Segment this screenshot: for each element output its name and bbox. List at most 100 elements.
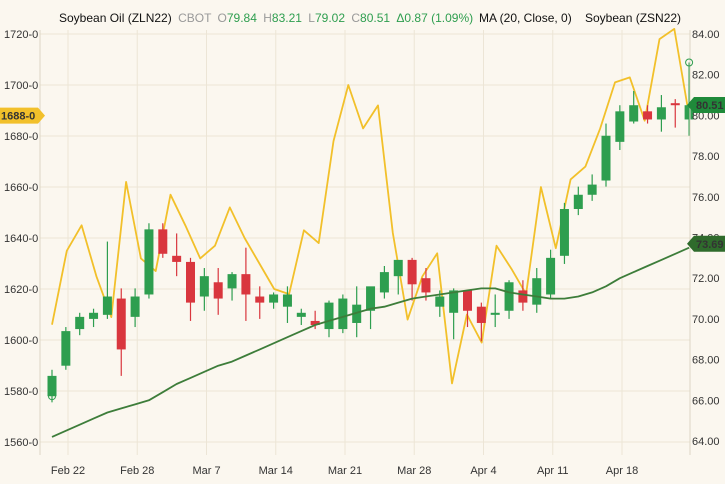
x-tick-label: Feb 28: [120, 465, 154, 477]
compare-series: [51, 27, 690, 385]
candle: [241, 247, 251, 321]
svg-text:80.51: 80.51: [696, 100, 724, 112]
candle: [186, 257, 195, 321]
candle: [532, 268, 542, 313]
candle-body: [47, 375, 57, 397]
left-tick-label: 1600-0: [4, 335, 38, 347]
candle: [559, 202, 569, 264]
candle-body: [352, 304, 362, 323]
candle-body: [186, 261, 195, 303]
price-badge: 80.51: [687, 97, 725, 114]
candle-body: [144, 229, 154, 295]
candle: [518, 280, 528, 311]
candle-body: [393, 259, 403, 277]
right-tick-label: 66.00: [692, 395, 720, 407]
candle-body: [75, 316, 85, 330]
candle: [670, 99, 680, 128]
legend-symbol: Soybean Oil (ZLN22): [59, 11, 172, 25]
candle: [504, 280, 514, 319]
start-marker: [48, 392, 56, 401]
right-tick-label: 76.00: [692, 192, 720, 204]
right-tick-label: 72.00: [692, 273, 720, 285]
candle: [199, 268, 209, 311]
candle-body: [227, 274, 237, 289]
candles: [47, 62, 694, 403]
candle: [310, 310, 320, 330]
x-tick-label: Apr 4: [470, 465, 496, 477]
candle-body: [629, 105, 639, 122]
candle: [463, 290, 472, 328]
candle-body: [532, 278, 542, 305]
legend-o-label: O: [218, 11, 227, 25]
candle: [393, 259, 403, 295]
left-tick-label: 1580-0: [4, 386, 38, 398]
candle-body: [366, 286, 376, 311]
ma-line: [51, 246, 690, 438]
candle: [213, 268, 223, 315]
candle: [684, 62, 694, 136]
candle-body: [643, 111, 653, 120]
compare-badge: 1688-0: [0, 107, 45, 124]
candle-body: [130, 296, 140, 317]
candle-body: [213, 282, 223, 299]
candle-body: [421, 278, 431, 293]
candle-body: [435, 296, 445, 307]
grid: [40, 30, 690, 455]
candle-body: [338, 298, 348, 330]
candle-body: [476, 306, 486, 323]
candle: [296, 308, 306, 326]
candle: [75, 312, 85, 336]
x-tick-label: Apr 18: [606, 465, 638, 477]
candle-body: [463, 290, 472, 311]
candle-body: [241, 274, 251, 295]
candle: [61, 327, 71, 370]
candle: [573, 186, 583, 216]
x-tick-label: Mar 28: [397, 465, 431, 477]
right-tick-label: 64.00: [692, 436, 720, 448]
candle: [490, 294, 500, 328]
candle-body: [199, 276, 209, 297]
badges: 80.51 73.69 1688-0: [0, 58, 725, 401]
candle: [656, 95, 666, 132]
right-tick-label: 78.00: [692, 151, 720, 163]
candle: [158, 223, 168, 258]
candle-body: [116, 298, 126, 350]
legend-h-value: 83.21: [272, 11, 302, 25]
candle-body: [310, 320, 320, 326]
candle: [546, 249, 556, 299]
candle-body: [324, 302, 334, 330]
svg-text:73.69: 73.69: [696, 239, 724, 251]
candle-body: [158, 229, 168, 254]
candle-body: [407, 259, 417, 285]
candle: [47, 369, 57, 403]
candle: [449, 288, 459, 340]
left-tick-label: 1560-0: [4, 437, 38, 449]
x-tick-label: Apr 11: [537, 465, 569, 477]
candle: [352, 286, 362, 338]
legend-o-value: 79.84: [227, 11, 257, 25]
left-tick-label: 1640-0: [4, 233, 38, 245]
legend-exchange: CBOT: [178, 11, 212, 25]
candle: [366, 286, 376, 330]
candle-body: [573, 194, 583, 210]
candle: [282, 286, 292, 323]
legend-c-label: C: [351, 11, 360, 25]
legend-c-value: 80.51: [360, 11, 390, 25]
svg-text:Soybean Oil (ZLN22) CBOT: Soybean Oil (ZLN22) CBOT O79.84 H83.21 L…: [59, 11, 473, 25]
candle-body: [61, 331, 71, 366]
x-tick-label: Mar 21: [328, 465, 362, 477]
candle: [379, 265, 389, 299]
candle: [102, 241, 112, 319]
candle-body: [656, 107, 666, 120]
candle-body: [587, 184, 597, 195]
legend-compare: Soybean (ZSN22): [585, 11, 681, 25]
candle: [407, 257, 417, 301]
ma-badge: 73.69: [687, 235, 725, 252]
candle: [269, 292, 279, 309]
candle: [643, 105, 653, 124]
candle-body: [684, 105, 694, 120]
candle-body: [670, 103, 680, 106]
candle: [615, 105, 625, 150]
left-tick-label: 1620-0: [4, 284, 38, 296]
